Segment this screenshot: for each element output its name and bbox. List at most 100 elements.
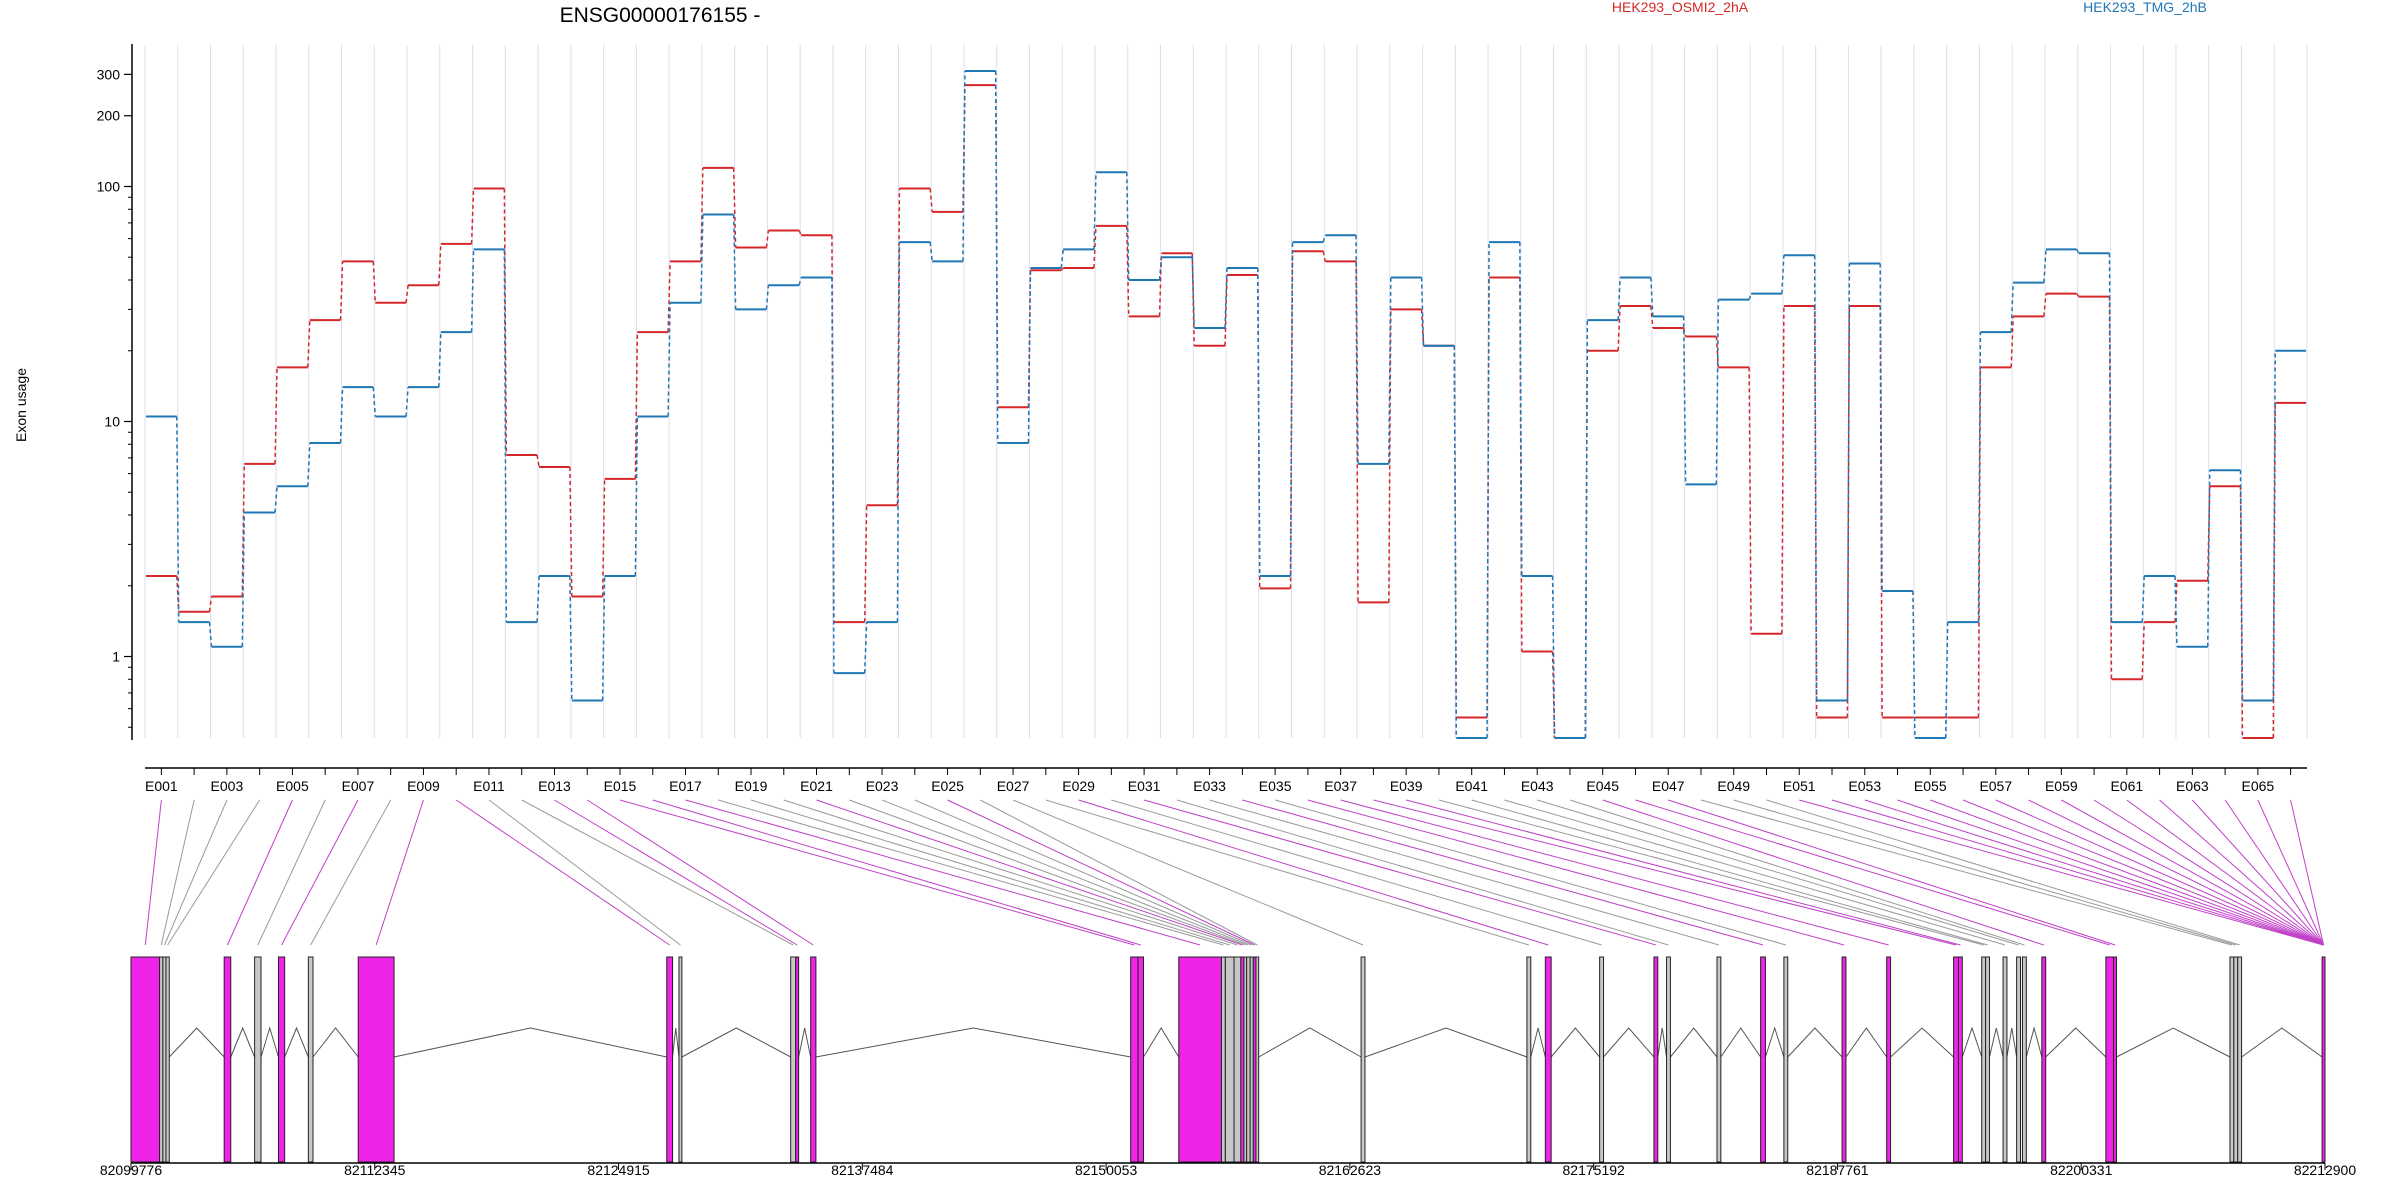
exon-connector [1700, 799, 2233, 946]
series-2-connector [2239, 470, 2244, 701]
y-axis-label: Exon usage [13, 368, 29, 442]
series-1-connector [1322, 251, 1327, 262]
x-tick-label: E041 [1455, 778, 1488, 794]
exon-connector [1012, 799, 1364, 946]
exon-bin [1653, 956, 1659, 1163]
exon-connector [652, 799, 1141, 946]
exon-connector [1078, 799, 1549, 946]
series-2-connector [1617, 277, 1621, 321]
series-1-connector [2076, 293, 2080, 298]
series-2-connector [438, 332, 442, 388]
exon-connector [1897, 799, 2324, 946]
series-2-connector [176, 416, 180, 623]
gene-model-track: 82099776 82112345 82124915 82137484 82150053… [100, 956, 2356, 1178]
y-tick-label: 100 [97, 178, 121, 194]
series-1-connector [732, 167, 737, 248]
exon-bin [678, 956, 683, 1163]
series-2-connector [1846, 263, 1851, 701]
series-2-connector [634, 416, 639, 577]
series-1-connector [1781, 306, 1785, 634]
intron-line [1550, 1027, 1601, 1058]
gene-axis-label: 82175192 [1563, 1162, 1626, 1178]
exon-bin [2041, 956, 2047, 1163]
series-1-connector [1125, 225, 1130, 317]
series-2-connector [2108, 253, 2113, 623]
exon-connector [1045, 799, 1529, 946]
exon-connector [1307, 799, 1845, 946]
series-1-connector [569, 467, 573, 597]
series-1-connector [1846, 306, 1851, 718]
exon-connector [1864, 799, 2324, 946]
exon-connector [257, 799, 326, 946]
exon-bin [1886, 956, 1892, 1163]
exon-bin [1544, 956, 1552, 1163]
series-2-connector [1191, 257, 1195, 328]
intron-line [1670, 1027, 1718, 1058]
intron-line [1988, 1027, 2004, 1058]
series-2-connector [2010, 282, 2014, 333]
series-1-connector [863, 505, 868, 623]
exon-connector [2257, 799, 2325, 946]
series-1-connector [470, 188, 475, 244]
series-1-connector [1748, 367, 1752, 634]
intron-line [798, 1027, 812, 1058]
exon-connector [1635, 799, 2110, 946]
x-tick-label: E029 [1062, 778, 1095, 794]
exon-bin [254, 956, 262, 1163]
series-1-connector [2010, 316, 2014, 368]
exon-connector [1209, 799, 1720, 946]
exon-connector [586, 799, 814, 946]
exon-connector [816, 799, 1243, 946]
exon-connector [1569, 799, 2025, 946]
x-tick-label: E025 [931, 778, 964, 794]
legend-entry-series-1: HEK293_OSMI2_2hA [1612, 0, 1749, 15]
exon-bin [1220, 956, 1226, 1163]
series-2-connector [929, 242, 933, 262]
exon-connector [163, 799, 228, 946]
series-2-connector [1027, 267, 1032, 444]
x-tick-label: E045 [1586, 778, 1619, 794]
exon-bin [1246, 956, 1251, 1163]
series-2-connector [1977, 332, 1982, 623]
y-tick-label: 1 [112, 649, 120, 665]
exon-bin [790, 956, 797, 1163]
x-tick-label: E059 [2045, 778, 2078, 794]
exon-connector [1733, 799, 2236, 946]
series-2 [146, 70, 2306, 739]
exon-connector-lines [144, 799, 2325, 946]
series-1-connector [307, 320, 311, 368]
series-2-connector [831, 277, 835, 674]
series-1-connector [1650, 305, 1654, 329]
series-2-connector [1748, 293, 1752, 300]
exon-connector [144, 799, 162, 946]
gene-axis-label: 82187761 [1806, 1162, 1869, 1178]
series-2-connector [1158, 257, 1163, 281]
exon-bin [2002, 956, 2008, 1163]
intron-line [1787, 1027, 1843, 1058]
exon-connector [455, 799, 670, 946]
series-1-connector [1519, 277, 1523, 652]
exon-bin [1981, 956, 1987, 1163]
exon-bin [1760, 956, 1766, 1163]
series-2-connector [798, 277, 802, 286]
series-2-connector [1388, 277, 1392, 464]
exon-connector [1799, 799, 2324, 946]
exon-connector [783, 799, 1238, 946]
series-2-connector [1453, 345, 1458, 739]
x-tick-label: E011 [473, 778, 505, 794]
gene-axis-label: 82162623 [1319, 1162, 1382, 1178]
exon-connector [1242, 799, 1764, 946]
series-2-connector [1093, 172, 1097, 250]
intron-line [284, 1026, 309, 1058]
series-1-connector [601, 478, 606, 597]
exon-connector [947, 799, 1255, 946]
exon-bin [2233, 956, 2239, 1163]
exon-connector [2191, 799, 2324, 946]
series-2-connector [863, 622, 868, 674]
x-tick-label: E063 [2176, 778, 2209, 794]
exon-bin [1137, 956, 1144, 1163]
exon-bin [666, 956, 674, 1163]
series-2-connector [536, 575, 540, 623]
exon-bin [2229, 956, 2235, 1163]
exon-connector [2126, 799, 2324, 946]
